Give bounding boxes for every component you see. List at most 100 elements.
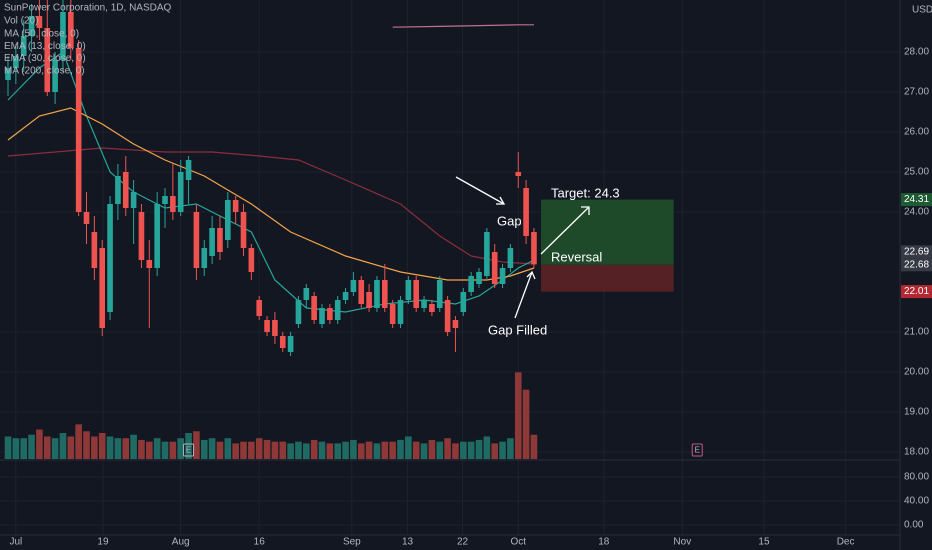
candle-body	[256, 300, 263, 316]
legend-entry: MA (200, close, 0)	[4, 66, 85, 77]
candle-body	[201, 248, 208, 268]
x-tick-label: 18	[598, 537, 610, 548]
volume-bar	[279, 441, 287, 459]
volume-bar	[357, 443, 365, 459]
stop-zone	[541, 264, 674, 292]
y-tick-label: 25.00	[904, 167, 929, 178]
candle-body	[99, 248, 106, 328]
volume-bar	[43, 436, 51, 459]
candle-body	[193, 212, 200, 268]
volume-bar	[248, 441, 255, 459]
candle-body	[13, 56, 19, 68]
volume-bar	[153, 438, 161, 459]
moving-average	[7, 51, 535, 313]
candle-body	[334, 300, 341, 320]
candle-body	[444, 300, 451, 332]
candle-body	[240, 212, 247, 248]
arrow-head	[526, 270, 536, 280]
y-tick-label: 20.00	[904, 367, 929, 378]
volume-bar	[303, 443, 310, 459]
y-tick-label: 28.00	[904, 47, 929, 58]
annotation: Reversal	[551, 249, 602, 264]
price-label-bg	[901, 245, 932, 259]
candle-body	[515, 172, 522, 176]
price-label-bg	[901, 285, 932, 299]
volume-bar	[193, 431, 200, 459]
candle-body	[44, 28, 51, 92]
volume-bar	[106, 436, 114, 459]
volume-bar	[514, 372, 522, 459]
x-tick-label: 16	[254, 537, 266, 548]
x-tick-label: Aug	[172, 537, 190, 548]
volume-bar	[138, 439, 145, 459]
volume-bar	[491, 443, 499, 459]
annotation: Target: 24.3	[551, 185, 620, 200]
volume-bar	[98, 433, 106, 459]
candle-body	[5, 68, 11, 80]
candle-body	[279, 336, 286, 348]
volume-bar	[161, 441, 169, 459]
candle-body	[499, 268, 506, 284]
volume-bar	[20, 438, 28, 459]
candle-body	[436, 280, 443, 308]
price-label: 24.31	[904, 194, 929, 205]
volume-bar	[452, 443, 459, 459]
candle-body	[507, 248, 514, 268]
legend-entry: Vol (20)	[4, 16, 38, 27]
volume-bar	[412, 441, 420, 459]
y-tick-label: 24.00	[904, 207, 929, 218]
volume-bar	[232, 443, 239, 459]
volume-bar	[114, 438, 122, 459]
x-tick-label: 13	[402, 537, 414, 548]
volume-bar	[334, 443, 342, 459]
earnings-marker	[691, 443, 703, 457]
y-tick-label: 80.00	[904, 472, 929, 483]
x-tick-label: 22	[457, 537, 469, 548]
volume-bar	[287, 443, 294, 459]
x-tick-label: Nov	[673, 537, 691, 548]
volume-bar	[122, 438, 130, 459]
axes: Jul 19 Aug 16 Sep 13 22 Oct 18 Nov 15 Dec 28.00 27.00…	[4, 29, 932, 548]
y-tick-label: 26.00	[904, 127, 929, 138]
annotation: Gap	[497, 213, 522, 228]
candle-body	[138, 212, 145, 260]
candle-body	[287, 336, 294, 352]
y-tick-label: 19.00	[904, 407, 929, 418]
volume-bar	[397, 439, 404, 459]
volume-bar	[420, 443, 428, 459]
arrow-head	[581, 206, 590, 215]
candle-body	[130, 192, 137, 208]
volume-bar	[373, 443, 381, 459]
candle-body	[389, 304, 396, 324]
candle-body	[146, 260, 153, 268]
candle-body	[83, 212, 90, 224]
candle-body	[476, 272, 482, 284]
candle-body	[122, 172, 129, 208]
candle-body	[162, 196, 168, 204]
volume-bar	[405, 436, 412, 459]
volume-bar	[51, 438, 59, 459]
candle-body	[170, 196, 176, 212]
volume-bar	[36, 429, 43, 459]
moving-average	[7, 147, 535, 265]
arrow	[540, 206, 590, 255]
x-tick-label: Oct	[510, 537, 526, 548]
volume-bar	[263, 439, 271, 459]
volume-bar	[310, 439, 318, 459]
volume-bar	[177, 438, 185, 459]
candle-body	[429, 304, 435, 312]
moving-average	[392, 24, 534, 28]
x-tick-label: 15	[758, 537, 770, 548]
candle-body	[468, 276, 474, 292]
candle-body	[91, 232, 98, 268]
candle-body	[397, 300, 404, 324]
candle-body	[421, 300, 427, 308]
candle-body	[295, 300, 302, 324]
candle-body	[60, 12, 66, 60]
candle-body	[319, 308, 325, 324]
volume-bar	[216, 441, 224, 459]
earnings-label: E	[695, 446, 700, 455]
legend-entry: MA (50, close, 0)	[4, 29, 79, 40]
candle-body	[154, 204, 160, 268]
